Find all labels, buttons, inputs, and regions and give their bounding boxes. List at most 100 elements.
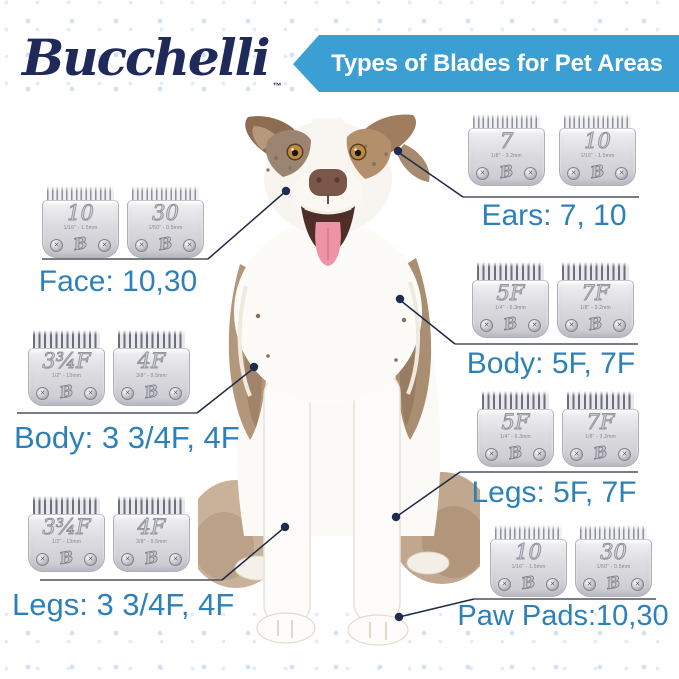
blade-group-ears: 7 1/8" - 3.2mm B 10 1/16" - 1.5mm B (468, 114, 636, 186)
blade-30: 30 1/50" - 0.5mm B (575, 525, 652, 597)
blade-number: 30 (600, 540, 628, 564)
screw-icon (480, 318, 493, 332)
blade-teeth (482, 391, 549, 409)
dog-photo (198, 114, 480, 646)
blade-group-face: 10 1/16" - 1.5mm B 30 1/50" - 0.5mm B (42, 186, 204, 258)
screw-icon (121, 386, 134, 400)
blade-teeth (33, 496, 100, 514)
screw-icon (84, 552, 97, 566)
blade-group-legs-right: 5F 1/4" - 6.3mm B 7F 1/8" - 3.2mm B (477, 391, 639, 467)
blade-spec: 1/8" - 3.2mm (580, 305, 611, 311)
screw-icon (618, 447, 631, 461)
blade-number: 10 (515, 540, 543, 564)
screw-icon (121, 552, 134, 566)
screw-icon (565, 318, 578, 332)
brand-b-icon: B (497, 160, 515, 183)
blade-number: 5F (501, 410, 530, 434)
screw-icon (613, 318, 626, 332)
blade-plate: 5F 1/4" - 6.3mm B (477, 409, 554, 467)
brand-b-icon: B (588, 160, 606, 183)
blade-spec: 1/16" - 1.5mm (580, 153, 615, 159)
title-banner: Types of Blades for Pet Areas (293, 35, 679, 92)
screw-icon (615, 166, 628, 180)
blade-10: 10 1/16" - 1.5mm B (490, 525, 567, 597)
blade-5F: 5F 1/4" - 6.3mm B (477, 391, 554, 467)
screw-icon (98, 238, 111, 252)
screw-icon (528, 318, 541, 332)
blade-teeth (132, 186, 199, 200)
label-legs-left: Legs: 3 3/4F, 4F (12, 587, 235, 622)
brand-b-icon: B (591, 441, 609, 464)
blade-3-3-4F: 3¾F 1/2" - 13mm B (28, 496, 105, 572)
trademark-symbol: ™ (272, 81, 282, 91)
blade-spec: 1/4" - 6.3mm (495, 305, 526, 311)
brand-b-icon: B (57, 546, 75, 569)
screw-icon (570, 447, 583, 461)
brand-logo-text: Bucchelli (22, 28, 271, 87)
blade-number: 10 (67, 201, 95, 225)
blade-spec: 1/50" - 0.5mm (148, 225, 183, 231)
screw-icon (498, 577, 511, 591)
brand-b-icon: B (57, 380, 75, 403)
blade-spec: 3/8" - 9.5mm (136, 539, 167, 545)
blade-plate: 3¾F 1/2" - 13mm B (28, 514, 105, 572)
blade-30: 30 1/50" - 0.5mm B (127, 186, 204, 258)
blade-spec: 1/4" - 6.3mm (500, 434, 531, 440)
screw-icon (567, 166, 580, 180)
brand-b-icon: B (519, 571, 537, 594)
blade-teeth (580, 525, 647, 539)
blade-4F: 4F 3/8" - 9.5mm B (113, 330, 190, 406)
blade-plate: 10 1/16" - 1.5mm B (490, 539, 567, 597)
blade-number: 7F (581, 281, 610, 305)
screw-icon (524, 166, 537, 180)
blade-group-legs-left: 3¾F 1/2" - 13mm B 4F 3/8" - 9.5mm B (28, 496, 190, 572)
blade-3-3-4F: 3¾F 1/2" - 13mm B (28, 330, 105, 406)
screw-icon (84, 386, 97, 400)
blade-number: 7F (586, 410, 615, 434)
screw-icon (135, 238, 148, 252)
brand-b-icon: B (604, 571, 622, 594)
blade-plate: 4F 3/8" - 9.5mm B (113, 514, 190, 572)
screw-icon (36, 386, 49, 400)
brand-b-icon: B (142, 380, 160, 403)
label-paw-pads: Paw Pads:10,30 (457, 600, 669, 632)
blade-plate: 30 1/50" - 0.5mm B (575, 539, 652, 597)
screw-icon (583, 577, 596, 591)
blade-group-body-right: 5F 1/4" - 6.3mm B 7F 1/8" - 3.2mm B (472, 262, 634, 338)
label-ears: Ears: 7, 10 (481, 199, 627, 232)
screw-icon (546, 577, 559, 591)
blade-group-paw-pads: 10 1/16" - 1.5mm B 30 1/50" - 0.5mm B (490, 525, 652, 597)
brand-b-icon: B (506, 441, 524, 464)
blade-teeth (477, 262, 544, 280)
blade-spec: 1/8" - 3.2mm (491, 153, 522, 159)
blade-spec: 1/16" - 1.5mm (511, 564, 546, 570)
blade-number: 30 (152, 201, 180, 225)
label-legs-right: Legs: 5F, 7F (471, 476, 637, 509)
blade-teeth (495, 525, 562, 539)
screw-icon (476, 166, 489, 180)
blade-spec: 1/16" - 1.5mm (63, 225, 98, 231)
blade-number: 3¾F (42, 349, 91, 373)
blade-spec: 1/2" - 13mm (51, 373, 82, 379)
blade-7F: 7F 1/8" - 3.2mm B (557, 262, 634, 338)
brand-b-icon: B (142, 546, 160, 569)
blade-10: 10 1/16" - 1.5mm B (42, 186, 119, 258)
dot-pattern-bottom (0, 612, 679, 679)
screw-icon (631, 577, 644, 591)
brand-b-icon: B (156, 232, 174, 255)
blade-plate: 4F 3/8" - 9.5mm B (113, 348, 190, 406)
label-body-left: Body: 3 3/4F, 4F (14, 420, 240, 455)
screw-icon (533, 447, 546, 461)
page-title: Types of Blades for Pet Areas (331, 49, 663, 77)
blade-teeth (564, 114, 631, 128)
blade-plate: 5F 1/4" - 6.3mm B (472, 280, 549, 338)
blade-7: 7 1/8" - 3.2mm B (468, 114, 545, 186)
brand-b-icon: B (501, 312, 519, 335)
blade-teeth (118, 330, 185, 348)
screw-icon (183, 238, 196, 252)
blade-number: 5F (496, 281, 525, 305)
blade-teeth (567, 391, 634, 409)
label-body-right: Body: 5F, 7F (466, 347, 636, 380)
blade-plate: 30 1/50" - 0.5mm B (127, 200, 204, 258)
